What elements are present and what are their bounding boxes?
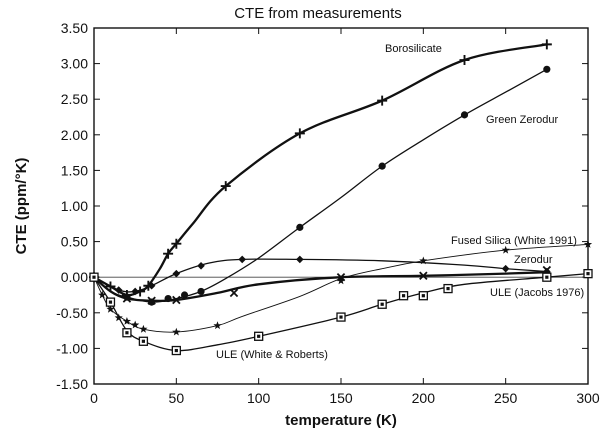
- series-labels: Borosilicate Green Zerodur Fused Silica …: [216, 43, 584, 361]
- series-zerodur: [93, 255, 551, 296]
- cross-marker: [419, 271, 428, 281]
- star-marker: [213, 321, 222, 330]
- plus-marker: [459, 55, 470, 66]
- series-line: [93, 272, 589, 352]
- square-marker-core: [339, 315, 343, 319]
- x-tick-label: 250: [494, 390, 518, 406]
- square-marker-core: [125, 331, 129, 335]
- y-axis: -1.50 -1.00 -0.50 0.00 0.50 1.00 1.50 2.00 2.50 3…: [56, 20, 588, 392]
- label-fused-silica: Fused Silica (White 1991): [451, 235, 577, 247]
- cross-marker: [122, 294, 132, 303]
- y-tick-label: -1.00: [56, 340, 88, 356]
- diamond-marker: [238, 255, 246, 264]
- plus-marker: [220, 181, 231, 192]
- circle-marker: [543, 65, 551, 73]
- x-tick-label: 0: [90, 390, 98, 406]
- diamond-marker: [131, 287, 139, 296]
- star-marker: [583, 240, 593, 248]
- series-ule-white-roberts: [89, 268, 593, 356]
- star-marker: [98, 290, 107, 299]
- plus-marker: [377, 95, 388, 106]
- series-line: [92, 43, 548, 297]
- y-axis-title: CTE (ppm/°K): [13, 158, 30, 255]
- y-tick-label: 0.50: [61, 234, 88, 250]
- cross-marker: [542, 265, 552, 275]
- y-tick-label: 3.50: [61, 20, 88, 36]
- star-marker: [131, 320, 140, 329]
- series-borosilicate: [89, 39, 552, 300]
- series-layer: [89, 39, 593, 356]
- star-marker: [122, 317, 131, 325]
- star-marker: [172, 327, 181, 336]
- star-marker: [419, 256, 428, 265]
- star-marker: [106, 304, 115, 313]
- y-tick-label: 2.50: [61, 91, 88, 107]
- x-tick-label: 300: [576, 390, 600, 406]
- diamond-marker: [147, 281, 156, 290]
- cross-marker: [172, 295, 181, 305]
- square-marker-core: [545, 275, 549, 279]
- x-tick-label: 150: [329, 390, 353, 406]
- y-tick-label: -0.50: [56, 305, 88, 321]
- circle-marker: [378, 162, 386, 170]
- label-borosilicate: Borosilicate: [385, 43, 442, 55]
- series-line: [92, 271, 548, 303]
- x-tick-label: 50: [169, 390, 185, 406]
- y-tick-label: 2.00: [61, 127, 88, 143]
- label-green-zerodur: Green Zerodur: [486, 114, 558, 126]
- square-marker-core: [586, 272, 590, 276]
- star-marker: [336, 276, 346, 285]
- square-marker-core: [92, 275, 96, 279]
- series-line: [93, 243, 589, 333]
- plus-marker: [163, 248, 174, 259]
- square-marker-core: [108, 300, 113, 304]
- square-marker-core: [257, 334, 261, 338]
- diamond-marker: [172, 269, 181, 278]
- plus-marker: [294, 128, 305, 139]
- circle-marker: [180, 291, 189, 299]
- diamond-marker: [501, 264, 510, 273]
- plot-frame: [93, 27, 589, 385]
- cross-marker: [336, 272, 346, 282]
- circle-marker: [296, 223, 304, 231]
- label-zerodur: Zerodur: [514, 254, 553, 266]
- circle-marker: [197, 287, 205, 296]
- x-tick-label: 200: [412, 390, 436, 406]
- x-axis: 0 50 100 150 200 250 300: [90, 28, 600, 406]
- square-marker-core: [380, 302, 384, 306]
- y-tick-label: 0.00: [61, 269, 88, 285]
- star-marker: [139, 324, 148, 333]
- cross-marker: [229, 288, 239, 298]
- diamond-marker: [296, 255, 304, 264]
- star-marker: [501, 245, 510, 254]
- square-marker-core: [174, 348, 178, 353]
- plus-marker: [171, 238, 182, 249]
- square-marker-core: [141, 339, 145, 343]
- diamond-marker: [114, 286, 123, 294]
- x-tick-label: 100: [247, 390, 271, 406]
- y-tick-label: 1.50: [61, 162, 88, 178]
- label-ule-white-roberts: ULE (White & Roberts): [216, 349, 328, 361]
- square-marker-core: [401, 294, 406, 298]
- y-tick-label: 1.00: [61, 198, 88, 214]
- cross-marker: [147, 296, 156, 305]
- square-marker-core: [421, 294, 425, 298]
- y-tick-label: -1.50: [56, 376, 88, 392]
- circle-marker: [460, 111, 469, 119]
- y-tick-label: 3.00: [61, 56, 88, 72]
- diamond-marker: [197, 262, 205, 270]
- plus-marker: [541, 39, 552, 50]
- chart-title: CTE from measurements: [234, 5, 402, 22]
- square-marker-core: [446, 286, 450, 291]
- label-ule-jacobs: ULE (Jacobs 1976): [490, 287, 584, 299]
- x-axis-title: temperature (K): [285, 412, 397, 429]
- series-ule-jacobs-1976: [92, 265, 552, 305]
